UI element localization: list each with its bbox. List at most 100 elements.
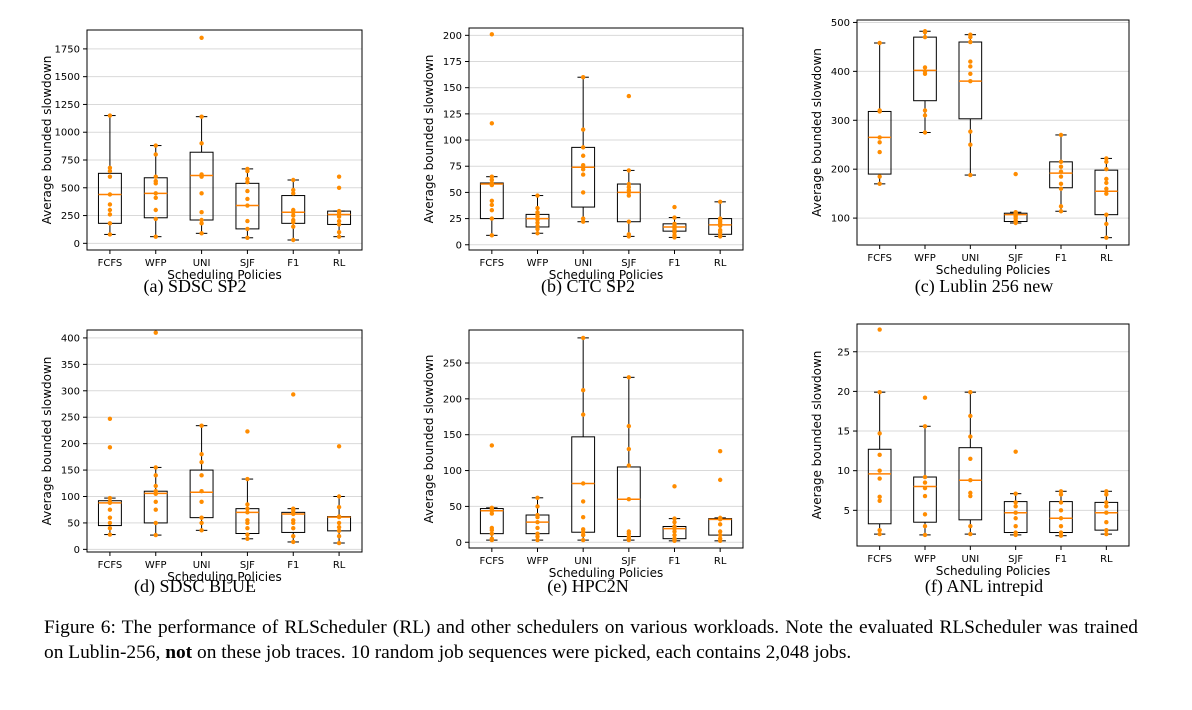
y-tick-label: 250: [443, 358, 462, 369]
data-point: [626, 181, 632, 187]
y-tick-label: 100: [443, 136, 462, 147]
data-point: [968, 71, 973, 77]
data-point: [968, 456, 973, 461]
x-tick-label: RL: [714, 556, 727, 567]
data-point: [199, 35, 204, 40]
data-point: [580, 216, 586, 221]
y-tick-label: 250: [61, 211, 80, 222]
data-point: [1058, 159, 1064, 165]
data-point: [153, 507, 158, 512]
x-tick-label: F1: [668, 258, 680, 269]
x-tick-label: RL: [333, 560, 346, 571]
data-point: [1104, 504, 1109, 509]
data-point: [291, 526, 296, 531]
subplot-ctc-sp2: 0 25 50 75 100 125 150 175 200 FCFS WFP UNI SJF F1 RL S…: [392, 20, 784, 302]
data-point: [1058, 523, 1064, 529]
data-point: [535, 210, 540, 215]
x-tick-label: SJF: [1008, 253, 1023, 264]
x-axis-label: Scheduling Policies: [167, 268, 282, 282]
data-point: [153, 473, 158, 478]
data-point: [877, 452, 882, 458]
data-point: [1013, 516, 1018, 521]
data-point: [1104, 191, 1109, 196]
box-iqr: [958, 447, 983, 521]
data-point: [626, 497, 632, 502]
x-tick-label: FCFS: [98, 560, 123, 571]
box-fcfs: [867, 391, 892, 535]
x-tick-label: WFP: [914, 253, 936, 264]
data-point: [968, 389, 973, 395]
data-point: [489, 208, 495, 213]
data-point: [153, 465, 158, 470]
data-point: [626, 219, 632, 224]
y-tick-label: 175: [443, 57, 462, 68]
x-axis-label: Scheduling Policies: [167, 570, 282, 584]
data-point: [199, 499, 204, 504]
data-point: [107, 532, 113, 537]
x-tick-label: UNI: [961, 554, 979, 565]
data-point: [199, 217, 204, 223]
data-point: [1104, 492, 1109, 497]
data-point: [489, 525, 495, 531]
data-point: [672, 536, 677, 541]
data-point: [922, 480, 928, 485]
y-tick-label: 25: [449, 214, 462, 225]
data-point: [1058, 209, 1064, 214]
y-tick-label: 150: [443, 83, 462, 94]
y-axis-label: Average bounded slowdown: [40, 56, 54, 225]
data-point: [199, 141, 204, 146]
data-point: [626, 529, 632, 534]
data-point: [489, 216, 495, 221]
y-tick-label: 750: [61, 156, 80, 167]
data-point: [968, 413, 973, 419]
data-point: [922, 29, 928, 34]
data-point: [291, 207, 296, 213]
data-point: [626, 232, 632, 237]
data-point: [336, 528, 342, 534]
y-tick-label: 75: [449, 162, 462, 173]
data-point: [672, 484, 677, 489]
data-point: [245, 196, 250, 202]
data-point: [877, 140, 882, 145]
subcaption-d: (d) SDSC BLUE: [133, 576, 256, 596]
data-point: [199, 515, 204, 520]
data-point: [291, 539, 296, 545]
data-point: [1013, 510, 1018, 515]
data-point: [968, 59, 973, 64]
y-axis-label: Average bounded slowdown: [810, 351, 824, 520]
x-tick-label: F1: [1055, 253, 1067, 264]
x-axis-label: Scheduling Policies: [936, 263, 1051, 277]
subplot-sdsc-sp2: 0 250 500 750 1000 1250 1500 1750 FCFS WFP UNI SJF F…: [0, 20, 390, 302]
data-point: [626, 423, 632, 429]
data-point: [199, 191, 204, 196]
y-tick-label: 200: [61, 439, 80, 450]
y-tick-label: 20: [837, 387, 850, 398]
data-point: [336, 444, 342, 449]
data-point: [153, 152, 158, 157]
data-point: [199, 459, 204, 465]
y-axis-label: Average bounded slowdown: [422, 355, 436, 524]
y-tick-label: 150: [443, 430, 462, 441]
data-point: [1058, 489, 1064, 494]
data-point: [336, 222, 342, 227]
y-tick-label: 5: [844, 506, 850, 517]
data-point: [291, 392, 296, 397]
data-point: [245, 166, 250, 172]
data-point: [291, 177, 296, 183]
box-wfp: [143, 145, 168, 238]
data-point: [1104, 235, 1109, 240]
y-tick-label: 50: [67, 518, 80, 529]
data-point: [107, 165, 113, 170]
data-point: [199, 473, 204, 478]
data-point: [672, 532, 677, 538]
data-point: [107, 174, 113, 179]
data-point: [153, 234, 158, 239]
data-point: [107, 495, 113, 501]
data-point: [336, 494, 342, 499]
data-point: [245, 188, 250, 194]
y-tick-label: 10: [837, 466, 850, 477]
x-axis-label: Scheduling Policies: [549, 566, 664, 580]
subcaption-f: (f) ANL intrepid: [924, 576, 1044, 596]
data-point: [1104, 500, 1109, 505]
